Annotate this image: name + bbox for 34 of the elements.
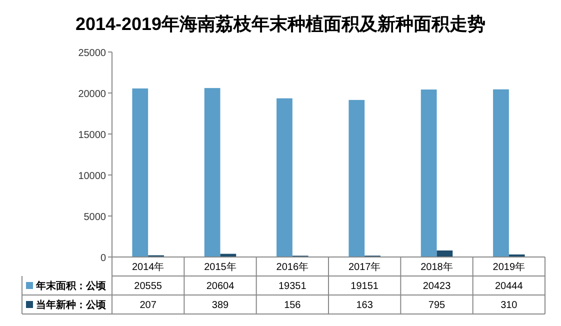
y-tick-label: 20000 xyxy=(78,89,106,100)
data-label: 20604 xyxy=(206,281,235,292)
x-tick-label: 2014年 xyxy=(132,261,164,273)
y-tick-label: 10000 xyxy=(78,171,106,182)
data-label: 20444 xyxy=(495,281,524,292)
y-tick-label: 0 xyxy=(100,253,106,264)
bar xyxy=(493,89,509,257)
data-label: 795 xyxy=(428,300,446,311)
bar xyxy=(420,90,437,257)
data-label: 156 xyxy=(284,300,302,311)
x-tick-label: 2016年 xyxy=(276,261,309,273)
x-tick-label: 2018年 xyxy=(420,261,453,273)
data-label: 207 xyxy=(140,300,157,311)
x-tick-label: 2019年 xyxy=(492,261,526,273)
legend-label: 当年新种：公顷 xyxy=(36,299,107,311)
data-label: 19151 xyxy=(350,281,379,292)
y-tick-label: 25000 xyxy=(78,48,106,59)
y-tick-label: 15000 xyxy=(78,130,106,141)
data-label: 389 xyxy=(212,300,230,311)
bar xyxy=(204,88,220,257)
bar xyxy=(132,88,148,257)
y-tick-label: 5000 xyxy=(84,212,106,223)
x-tick-label: 2017年 xyxy=(348,261,381,273)
chart-title: 2014-2019年海南荔枝年末种植面积及新种面积走势 xyxy=(75,14,486,34)
data-label: 19351 xyxy=(278,281,307,292)
bar xyxy=(276,98,292,257)
data-label: 163 xyxy=(356,300,374,311)
data-label: 20423 xyxy=(422,281,452,292)
bar xyxy=(436,250,453,257)
legend-label: 年末面积：公顷 xyxy=(35,280,107,292)
x-tick-label: 2015年 xyxy=(204,261,236,273)
bar xyxy=(348,100,365,257)
data-label: 310 xyxy=(500,300,518,311)
data-label: 20555 xyxy=(134,281,162,292)
